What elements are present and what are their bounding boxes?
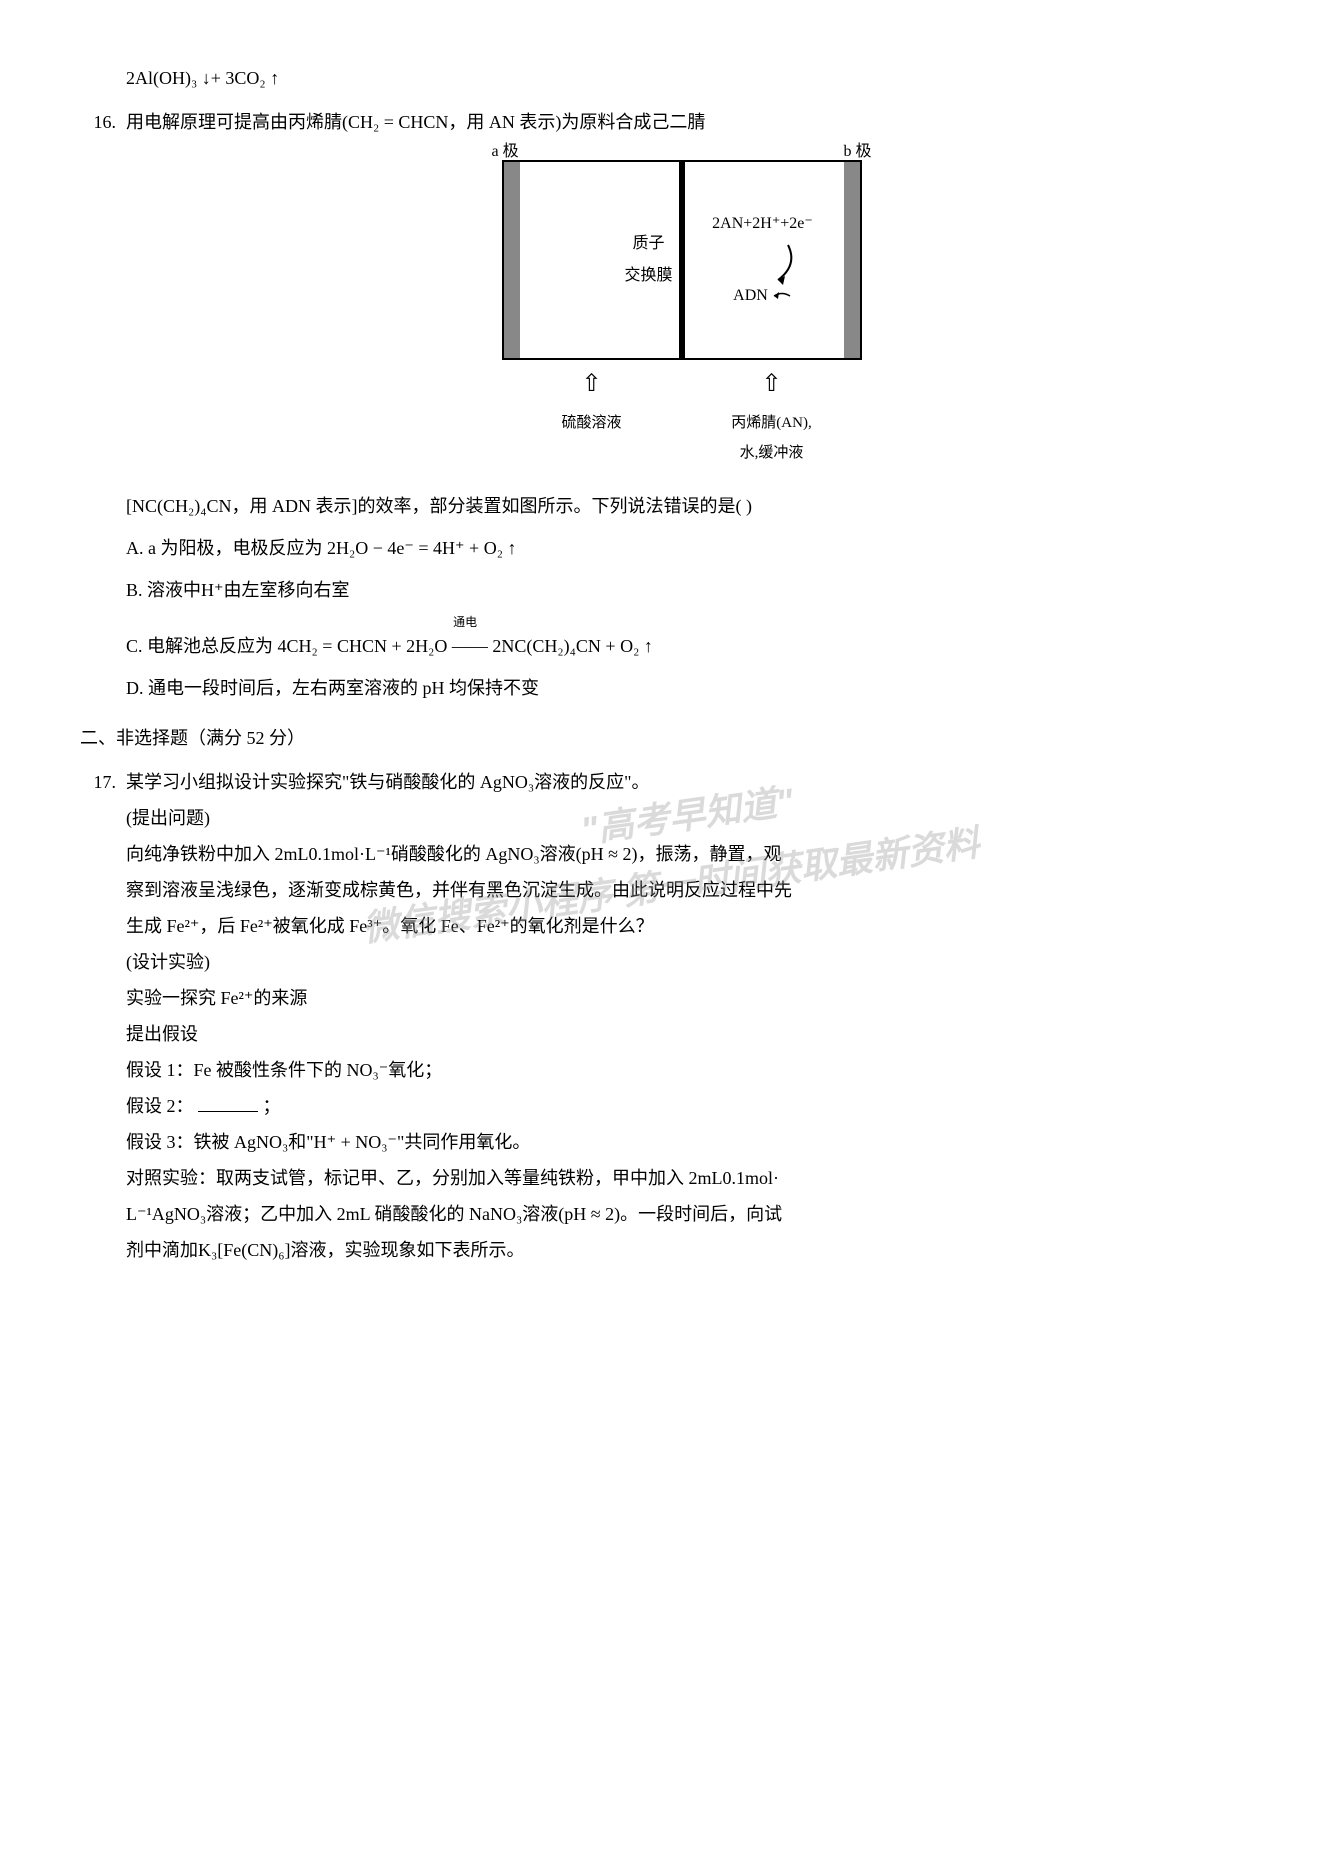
- q16-after: [NC(CH₂)₄CN，用 ADN 表示]的效率，部分装置如图所示。下列说法错误…: [126, 488, 1237, 524]
- q17-line14: 剂中滴加K₃[Fe(CN)₆]溶液，实验现象如下表所示。: [126, 1232, 1237, 1268]
- q17-line4: 察到溶液呈浅绿色，逐渐变成棕黄色，并伴有黑色沉淀生成。由此说明反应过程中先: [126, 872, 1237, 908]
- right-half: 2AN+2H⁺+2e⁻ ADN: [685, 162, 841, 358]
- bottom-right-label-1: 丙烯腈(AN),: [682, 408, 862, 438]
- adn-arrow-icon: [772, 289, 792, 303]
- q16-optC-pre: C. 电解池总反应为: [126, 636, 278, 656]
- membrane-text-2: 交换膜: [624, 260, 672, 292]
- bottom-left-label: 硫酸溶液: [502, 408, 682, 438]
- q15-tail: 2Al(OH)₃ ↓+ 3CO₂ ↑: [126, 60, 1237, 96]
- q17-line3: 向纯净铁粉中加入 2mL0.1mol·L⁻¹硝酸酸化的 AgNO₃溶液(pH ≈…: [126, 836, 1237, 872]
- q17-line7: 实验一探究 Fe²⁺的来源: [126, 980, 1237, 1016]
- product-text: ADN: [733, 280, 792, 312]
- q17-line12: 对照实验：取两支试管，标记甲、乙，分别加入等量纯铁粉，甲中加入 2mL0.1mo…: [126, 1160, 1237, 1196]
- reaction-text: 2AN+2H⁺+2e⁻: [712, 208, 813, 240]
- electrode-b: [844, 162, 860, 358]
- arrow-up-left-icon: ⇧: [502, 360, 682, 408]
- q17: 17. 某学习小组拟设计实验探究"铁与硝酸酸化的 AgNO₃溶液的反应"。 (提…: [80, 764, 1237, 1268]
- q16-num: 16.: [80, 104, 116, 140]
- q17-content: 某学习小组拟设计实验探究"铁与硝酸酸化的 AgNO₃溶液的反应"。 (提出问题)…: [126, 764, 1237, 1268]
- q17-line10-pre: 假设 2：: [126, 1096, 194, 1116]
- q16-optD: D. 通电一段时间后，左右两室溶液的 pH 均保持不变: [126, 670, 1237, 706]
- q17-line10: 假设 2： ；: [126, 1088, 1237, 1124]
- q17-line9: 假设 1：Fe 被酸性条件下的 NO₃⁻氧化；: [126, 1052, 1237, 1088]
- q17-line2: (提出问题): [126, 800, 1237, 836]
- q17-line8: 提出假设: [126, 1016, 1237, 1052]
- arrow-up-right-icon: ⇧: [682, 360, 862, 408]
- q16-intro: 用电解原理可提高由丙烯腈(CH₂ = CHCN，用 AN 表示)为原料合成己二腈: [126, 104, 1237, 140]
- q17-line6: (设计实验): [126, 944, 1237, 980]
- q16-content: 用电解原理可提高由丙烯腈(CH₂ = CHCN，用 AN 表示)为原料合成己二腈…: [126, 104, 1237, 706]
- blank-fill[interactable]: [198, 1094, 258, 1112]
- electrolysis-diagram: a 极 b 极 质子 交换膜 2AN+2H⁺+2e⁻: [126, 160, 1237, 468]
- q17-line5: 生成 Fe²⁺，后 Fe²⁺被氧化成 Fe³⁺。氧化 Fe、Fe²⁺的氧化剂是什…: [126, 908, 1237, 944]
- q16-optC: C. 电解池总反应为 4CH₂ = CHCN + 2H₂O —— 2NC(CH₂…: [126, 614, 1237, 664]
- q17-line11: 假设 3：铁被 AgNO₃和"H⁺ + NO₃⁻"共同作用氧化。: [126, 1124, 1237, 1160]
- q16-optB: B. 溶液中H⁺由左室移向右室: [126, 572, 1237, 608]
- q17-line13: L⁻¹AgNO₃溶液；乙中加入 2mL 硝酸酸化的 NaNO₃溶液(pH ≈ 2…: [126, 1196, 1237, 1232]
- q17-num: 17.: [80, 764, 116, 800]
- q16-optC-eq: 4CH₂ = CHCN + 2H₂O —— 2NC(CH₂)₄CN + O₂ ↑: [278, 614, 653, 664]
- q17-line1: 某学习小组拟设计实验探究"铁与硝酸酸化的 AgNO₃溶液的反应"。: [126, 764, 1237, 800]
- q16-optA: A. a 为阳极，电极反应为 2H₂O − 4e⁻ = 4H⁺ + O₂ ↑: [126, 530, 1237, 566]
- bottom-right-label-2: 水,缓冲液: [682, 438, 862, 468]
- bottom-labels: ⇧ 硫酸溶液 ⇧ 丙烯腈(AN), 水,缓冲液: [502, 360, 862, 468]
- membrane-text-1: 质子: [624, 228, 672, 260]
- left-half: 质子 交换膜: [523, 162, 679, 358]
- page-content: "高考早知道" 微信搜索小程序 第一时间获取最新资料 2Al(OH)₃ ↓+ 3…: [80, 60, 1237, 1268]
- electrode-a: [504, 162, 520, 358]
- section-2-title: 二、非选择题（满分 52 分）: [80, 720, 1237, 756]
- q17-line10-post: ；: [263, 1096, 281, 1116]
- cell-box: 质子 交换膜 2AN+2H⁺+2e⁻ AD: [502, 160, 862, 360]
- q16: 16. 用电解原理可提高由丙烯腈(CH₂ = CHCN，用 AN 表示)为原料合…: [80, 104, 1237, 706]
